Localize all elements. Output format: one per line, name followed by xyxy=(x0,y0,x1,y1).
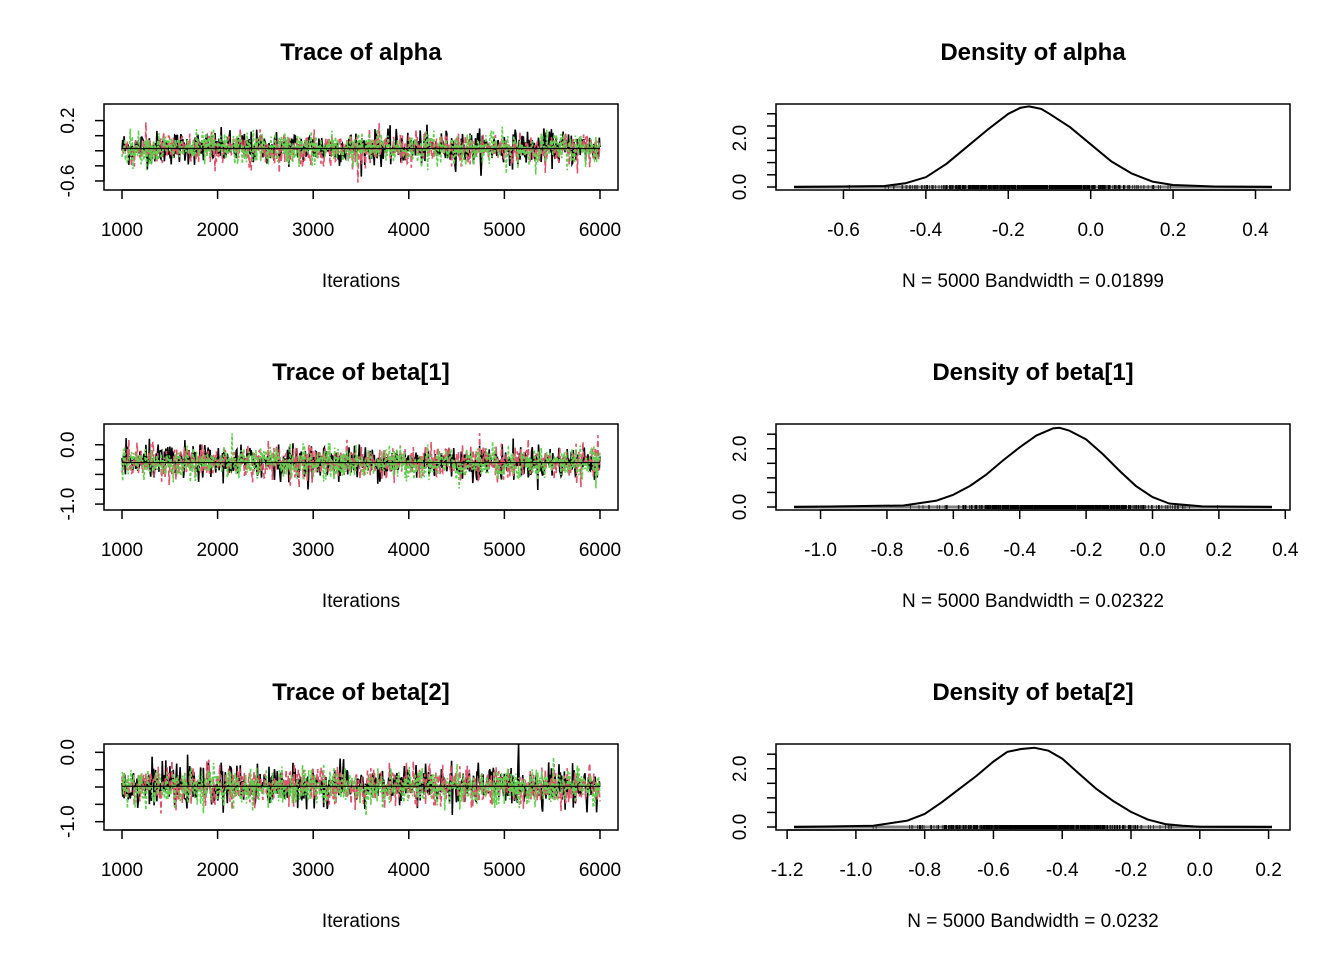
x-tick-label: 3000 xyxy=(292,540,334,561)
plot-area xyxy=(121,122,601,183)
x-tick-label: -1.0 xyxy=(840,860,873,881)
x-tick-label: -1.0 xyxy=(804,540,837,561)
x-tick-label: -0.2 xyxy=(992,220,1025,241)
panel-title: Density of alpha xyxy=(940,39,1126,66)
x-tick-label: 0.0 xyxy=(1187,860,1213,881)
x-tick-label: 1000 xyxy=(101,860,143,881)
x-tick-label: -0.4 xyxy=(1046,860,1079,881)
x-tick-label: -0.8 xyxy=(908,860,941,881)
plot-frame xyxy=(103,423,619,511)
x-tick-label: 0.2 xyxy=(1206,540,1232,561)
x-tick-label: 5000 xyxy=(483,540,525,561)
plot-area xyxy=(793,426,1273,509)
rug-marks xyxy=(848,185,1171,189)
x-tick-label: 4000 xyxy=(388,220,430,241)
x-axis-label: Iterations xyxy=(322,591,400,612)
density-panel: Density of beta[1] N = 5000 Bandwidth = 0… xyxy=(730,359,1299,612)
x-tick-label: -0.6 xyxy=(937,540,970,561)
x-axis-label: Iterations xyxy=(322,271,400,292)
x-tick-label: -0.2 xyxy=(1115,860,1148,881)
y-tick-label: 2.0 xyxy=(730,436,751,462)
x-tick-label: 5000 xyxy=(483,220,525,241)
plot-area xyxy=(121,432,601,491)
y-tick-label: 0.0 xyxy=(730,174,751,200)
chain-3-series xyxy=(121,433,601,489)
y-tick-label: 0.0 xyxy=(58,432,79,458)
rug-marks xyxy=(910,505,1218,509)
plot-area xyxy=(793,105,1273,189)
plot-frame xyxy=(103,103,619,191)
y-tick-label: 0.2 xyxy=(58,107,79,133)
y-tick-label: 2.0 xyxy=(730,125,751,151)
x-axis-label: Iterations xyxy=(322,911,400,932)
x-tick-label: 6000 xyxy=(579,540,621,561)
plot-frame xyxy=(103,743,619,831)
y-tick-label: 0.0 xyxy=(730,814,751,840)
y-tick-label: 2.0 xyxy=(730,756,751,782)
rug-marks xyxy=(872,825,1172,829)
x-tick-label: 2000 xyxy=(196,540,238,561)
x-tick-label: 0.4 xyxy=(1242,220,1269,241)
plot-area xyxy=(121,744,601,816)
chain-3-series xyxy=(121,757,601,816)
x-tick-label: 2000 xyxy=(196,220,238,241)
trace-panel: Trace of alpha Iterations 1000 2000 3000 4000… xyxy=(58,39,621,292)
x-tick-label: 1000 xyxy=(101,220,143,241)
x-tick-label: -1.2 xyxy=(771,860,804,881)
x-tick-label: -0.4 xyxy=(1003,540,1036,561)
plot-frame xyxy=(775,423,1291,511)
density-curve xyxy=(793,426,1273,508)
x-tick-label: 0.2 xyxy=(1255,860,1281,881)
chain-3-series xyxy=(121,126,601,175)
x-tick-label: 5000 xyxy=(483,860,525,881)
x-axis-label: N = 5000 Bandwidth = 0.0232 xyxy=(907,911,1158,932)
x-tick-label: 2000 xyxy=(196,860,238,881)
x-tick-label: -0.8 xyxy=(871,540,904,561)
trace-panel: Trace of beta[1] Iterations 1000 2000 3000 40… xyxy=(58,359,621,612)
x-tick-label: 3000 xyxy=(292,220,334,241)
density-curve xyxy=(793,746,1273,828)
panel-title: Trace of alpha xyxy=(280,39,442,66)
panel-title: Density of beta[2] xyxy=(932,679,1133,706)
y-tick-label: 0.0 xyxy=(58,739,79,765)
x-tick-label: 6000 xyxy=(579,860,621,881)
x-tick-label: -0.6 xyxy=(827,220,860,241)
x-tick-label: 4000 xyxy=(388,860,430,881)
x-tick-label: -0.6 xyxy=(977,860,1010,881)
x-axis-label: N = 5000 Bandwidth = 0.01899 xyxy=(902,271,1164,292)
plot-area xyxy=(793,746,1273,829)
y-tick-label: -1.0 xyxy=(58,805,79,838)
panel-title: Density of beta[1] xyxy=(932,359,1133,386)
density-panel: Density of beta[2] N = 5000 Bandwidth = 0… xyxy=(730,679,1291,932)
y-tick-label: 0.0 xyxy=(730,494,751,520)
y-tick-label: -0.6 xyxy=(58,165,79,198)
x-tick-label: 1000 xyxy=(101,540,143,561)
x-tick-label: 0.4 xyxy=(1272,540,1299,561)
density-panel: Density of alpha N = 5000 Bandwidth = 0.0… xyxy=(730,39,1291,292)
plot-frame xyxy=(775,103,1291,191)
x-axis-label: N = 5000 Bandwidth = 0.02322 xyxy=(902,591,1164,612)
y-tick-label: -1.0 xyxy=(58,488,79,521)
trace-panel: Trace of beta[2] Iterations 1000 2000 3000 40… xyxy=(58,679,621,932)
x-tick-label: 0.2 xyxy=(1160,220,1186,241)
x-tick-label: 3000 xyxy=(292,860,334,881)
panel-title: Trace of beta[1] xyxy=(272,359,449,386)
plot-frame xyxy=(775,743,1291,831)
x-tick-label: 6000 xyxy=(579,220,621,241)
x-tick-label: -0.2 xyxy=(1070,540,1103,561)
x-tick-label: 4000 xyxy=(388,540,430,561)
density-curve xyxy=(793,105,1273,188)
x-tick-label: -0.4 xyxy=(909,220,942,241)
x-tick-label: 0.0 xyxy=(1139,540,1165,561)
x-tick-label: 0.0 xyxy=(1077,220,1103,241)
panel-title: Trace of beta[2] xyxy=(272,679,449,706)
